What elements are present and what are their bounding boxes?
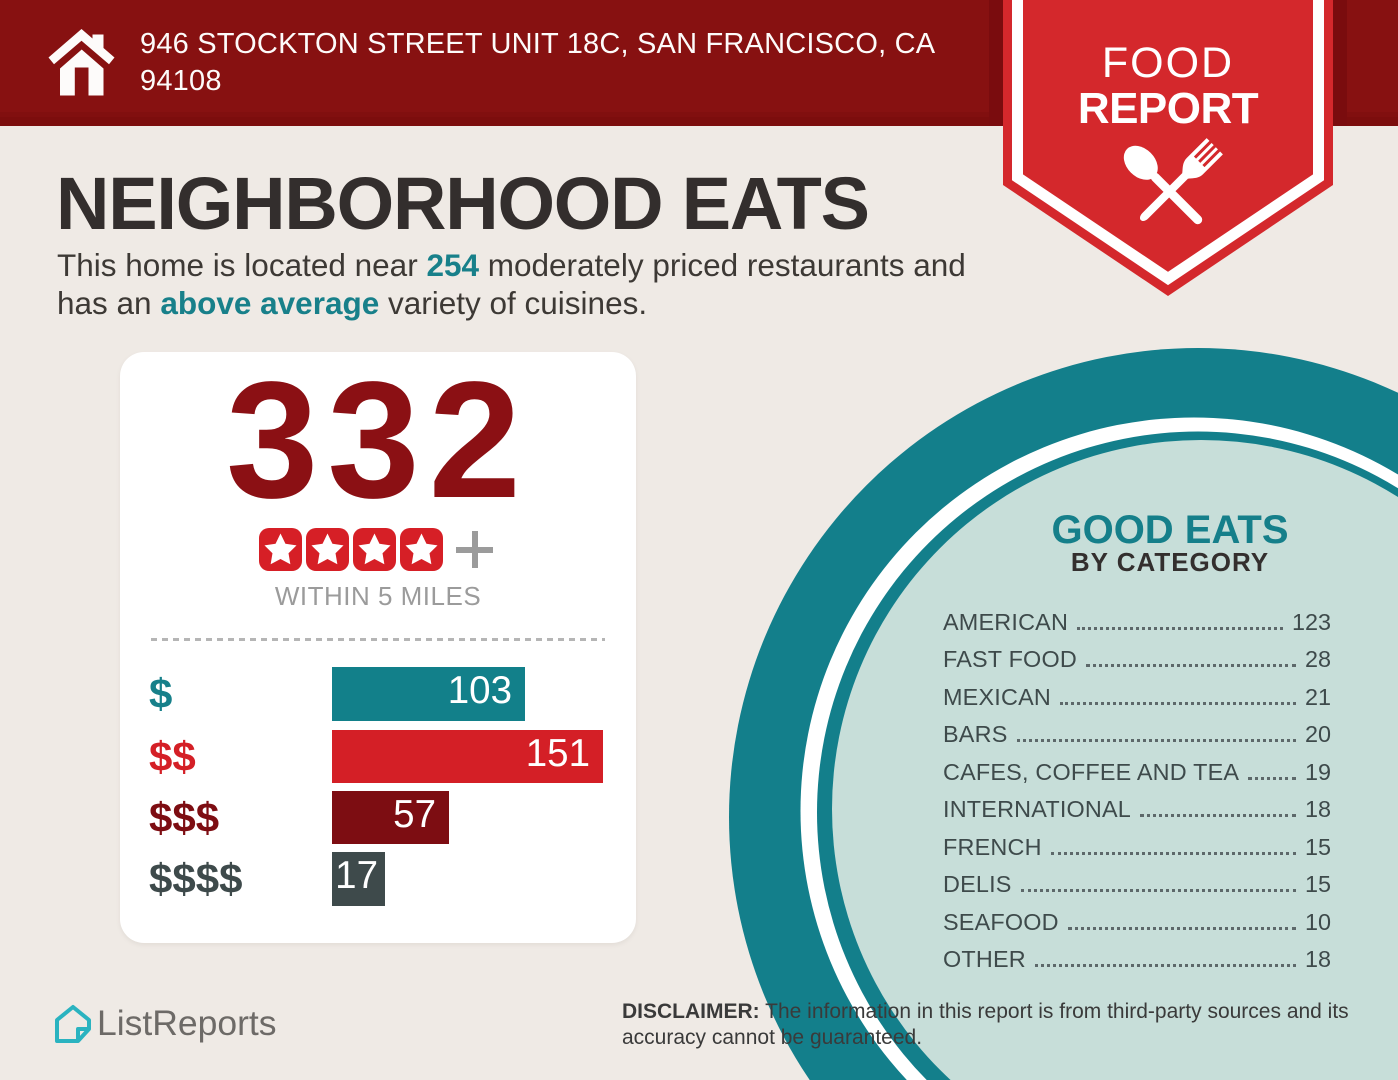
svg-text:FOOD: FOOD <box>1102 39 1234 87</box>
svg-text:REPORT: REPORT <box>1078 84 1259 133</box>
